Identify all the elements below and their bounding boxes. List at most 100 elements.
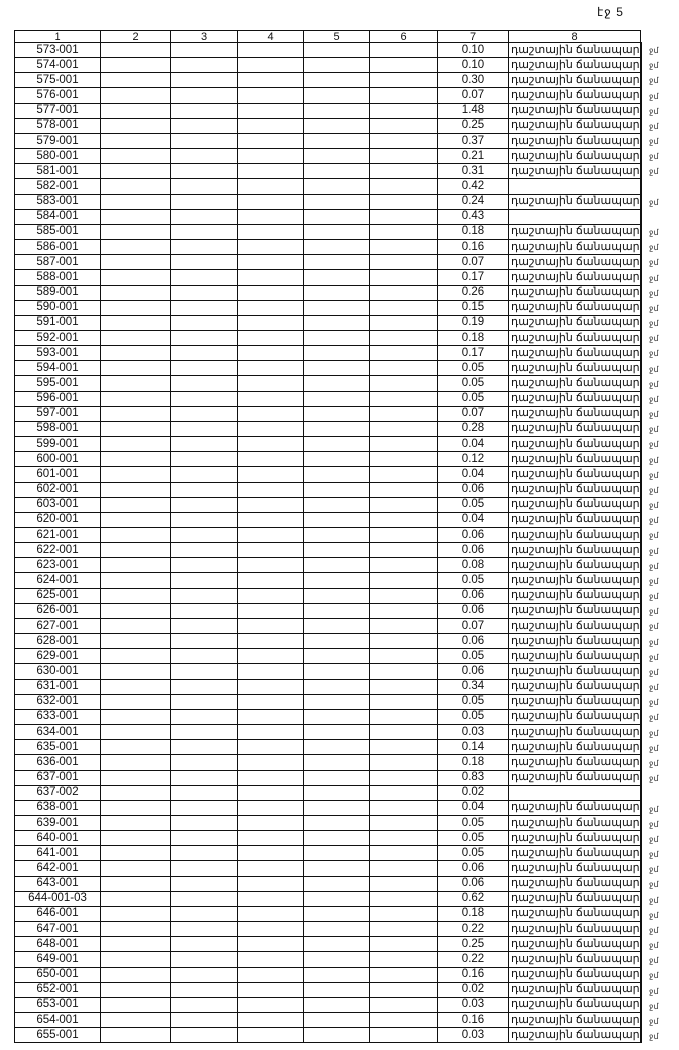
table-row: 626-001 0.06 դաշտային ճանապար (14, 602, 642, 619)
parcel-id-cell: 582-001 (14, 178, 101, 195)
empty-cell (303, 254, 370, 271)
empty-cell (237, 1027, 304, 1044)
margin-mark: ջմ (649, 971, 659, 981)
empty-cell (100, 178, 171, 195)
empty-cell (237, 375, 304, 392)
area-cell: 0.06 (437, 542, 509, 559)
table-row: 637-001 0.83 դաշտային ճանապար (14, 769, 642, 786)
area-cell: 0.04 (437, 466, 509, 483)
table-row: 582-001 0.42 (14, 178, 642, 195)
page-number: էջ 5 (597, 5, 624, 19)
table-row: 636-001 0.18 դաշտային ճանապար (14, 754, 642, 771)
empty-cell (369, 41, 438, 59)
empty-cell (100, 617, 171, 635)
parcel-id-cell: 629-001 (14, 648, 101, 665)
area-cell: 0.06 (437, 587, 509, 604)
table-row: 602-001 0.06 դաշտային ճանապար (14, 481, 642, 498)
empty-cell (303, 663, 370, 680)
parcel-id-cell: 601-001 (14, 466, 101, 483)
land-use-cell: դաշտային ճանապար (507, 830, 642, 847)
empty-cell (369, 72, 438, 89)
land-use-cell: դաշտային ճանապար (507, 693, 642, 710)
table-row: 642-001 0.06 դաշտային ճանապար (14, 860, 642, 877)
parcel-id-cell: 634-001 (14, 724, 101, 741)
empty-cell (237, 708, 304, 726)
table-row: 620-001 0.04 դաշտային ճանապար (14, 511, 642, 529)
empty-cell (237, 390, 304, 407)
empty-cell (237, 496, 304, 513)
table-row: 628-001 0.06 դաշտային ճանապար (14, 633, 642, 650)
margin-mark: ջմ (649, 1016, 659, 1026)
empty-cell (237, 360, 304, 377)
empty-cell (369, 572, 438, 589)
area-cell: 0.19 (437, 314, 509, 331)
empty-cell (170, 784, 238, 801)
empty-cell (303, 981, 370, 998)
empty-cell (170, 542, 238, 559)
parcel-id-cell: 637-002 (14, 784, 101, 801)
area-cell: 0.17 (437, 269, 509, 286)
area-cell: 0.62 (437, 890, 509, 907)
margin-mark: ջմ (649, 379, 659, 389)
empty-cell (237, 951, 304, 968)
empty-cell (237, 436, 304, 453)
empty-cell (170, 117, 238, 134)
empty-cell (100, 769, 171, 786)
empty-cell (170, 905, 238, 923)
margin-mark: ջմ (649, 228, 659, 238)
empty-cell (303, 996, 370, 1014)
area-cell: 0.37 (437, 132, 509, 150)
empty-cell (237, 254, 304, 271)
empty-cell (237, 633, 304, 650)
column-header-6: 6 (369, 30, 438, 43)
column-header-3: 3 (170, 30, 238, 43)
table-row: 596-001 0.05 դաշտային ճանապար (14, 390, 642, 407)
empty-cell (369, 511, 438, 529)
empty-cell (369, 375, 438, 392)
parcel-id-cell: 627-001 (14, 617, 101, 635)
land-use-cell: դաշտային ճանապար (507, 239, 642, 256)
area-cell: 0.06 (437, 602, 509, 619)
empty-cell (303, 557, 370, 574)
land-use-cell: դաշտային ճանապար (507, 466, 642, 483)
area-cell: 0.05 (437, 496, 509, 513)
empty-cell (237, 87, 304, 104)
land-use-cell: դաշտային ճանապար (507, 663, 642, 680)
area-cell: 0.30 (437, 72, 509, 89)
empty-cell (100, 708, 171, 726)
table-row: 646-001 0.18 դաշտային ճանապար (14, 905, 642, 923)
table-row: 579-001 0.37 դաշտային ճանապար (14, 132, 642, 150)
margin-mark: ջմ (649, 425, 659, 435)
table-row: 625-001 0.06 դաշտային ճանապար (14, 587, 642, 604)
table-row: 621-001 0.06 դաշտային ճանապար (14, 526, 642, 544)
empty-cell (369, 1011, 438, 1029)
empty-cell (170, 239, 238, 256)
empty-cell (303, 466, 370, 483)
area-cell: 0.03 (437, 724, 509, 741)
land-use-cell: դաշտային ճանապար (507, 132, 642, 150)
empty-cell (303, 239, 370, 256)
margin-mark: ջմ (649, 546, 659, 556)
margin-mark: ջմ (649, 592, 659, 602)
empty-cell (369, 526, 438, 544)
table-row: 576-001 0.07 դաշտային ճանապար (14, 87, 642, 104)
empty-cell (369, 405, 438, 422)
margin-mark: ջմ (649, 410, 659, 420)
parcel-id-cell: 592-001 (14, 329, 101, 347)
land-use-cell: դաշտային ճանապար (507, 299, 642, 316)
table-row: 591-001 0.19 դաշտային ճանապար (14, 314, 642, 331)
area-cell: 0.08 (437, 557, 509, 574)
empty-cell (100, 420, 171, 438)
parcel-id-cell: 597-001 (14, 405, 101, 422)
land-use-cell: դաշտային ճանապար (507, 420, 642, 438)
parcel-id-cell: 575-001 (14, 72, 101, 89)
area-cell: 0.17 (437, 345, 509, 362)
table-row: 581-001 0.31 դաշտային ճանապար (14, 163, 642, 180)
empty-cell (369, 239, 438, 256)
margin-mark: ջմ (649, 607, 659, 617)
column-header-7: 7 (437, 30, 509, 43)
empty-cell (303, 436, 370, 453)
land-use-cell: դաշտային ճանապար (507, 57, 642, 74)
column-header-4: 4 (237, 30, 304, 43)
empty-cell (170, 223, 238, 241)
